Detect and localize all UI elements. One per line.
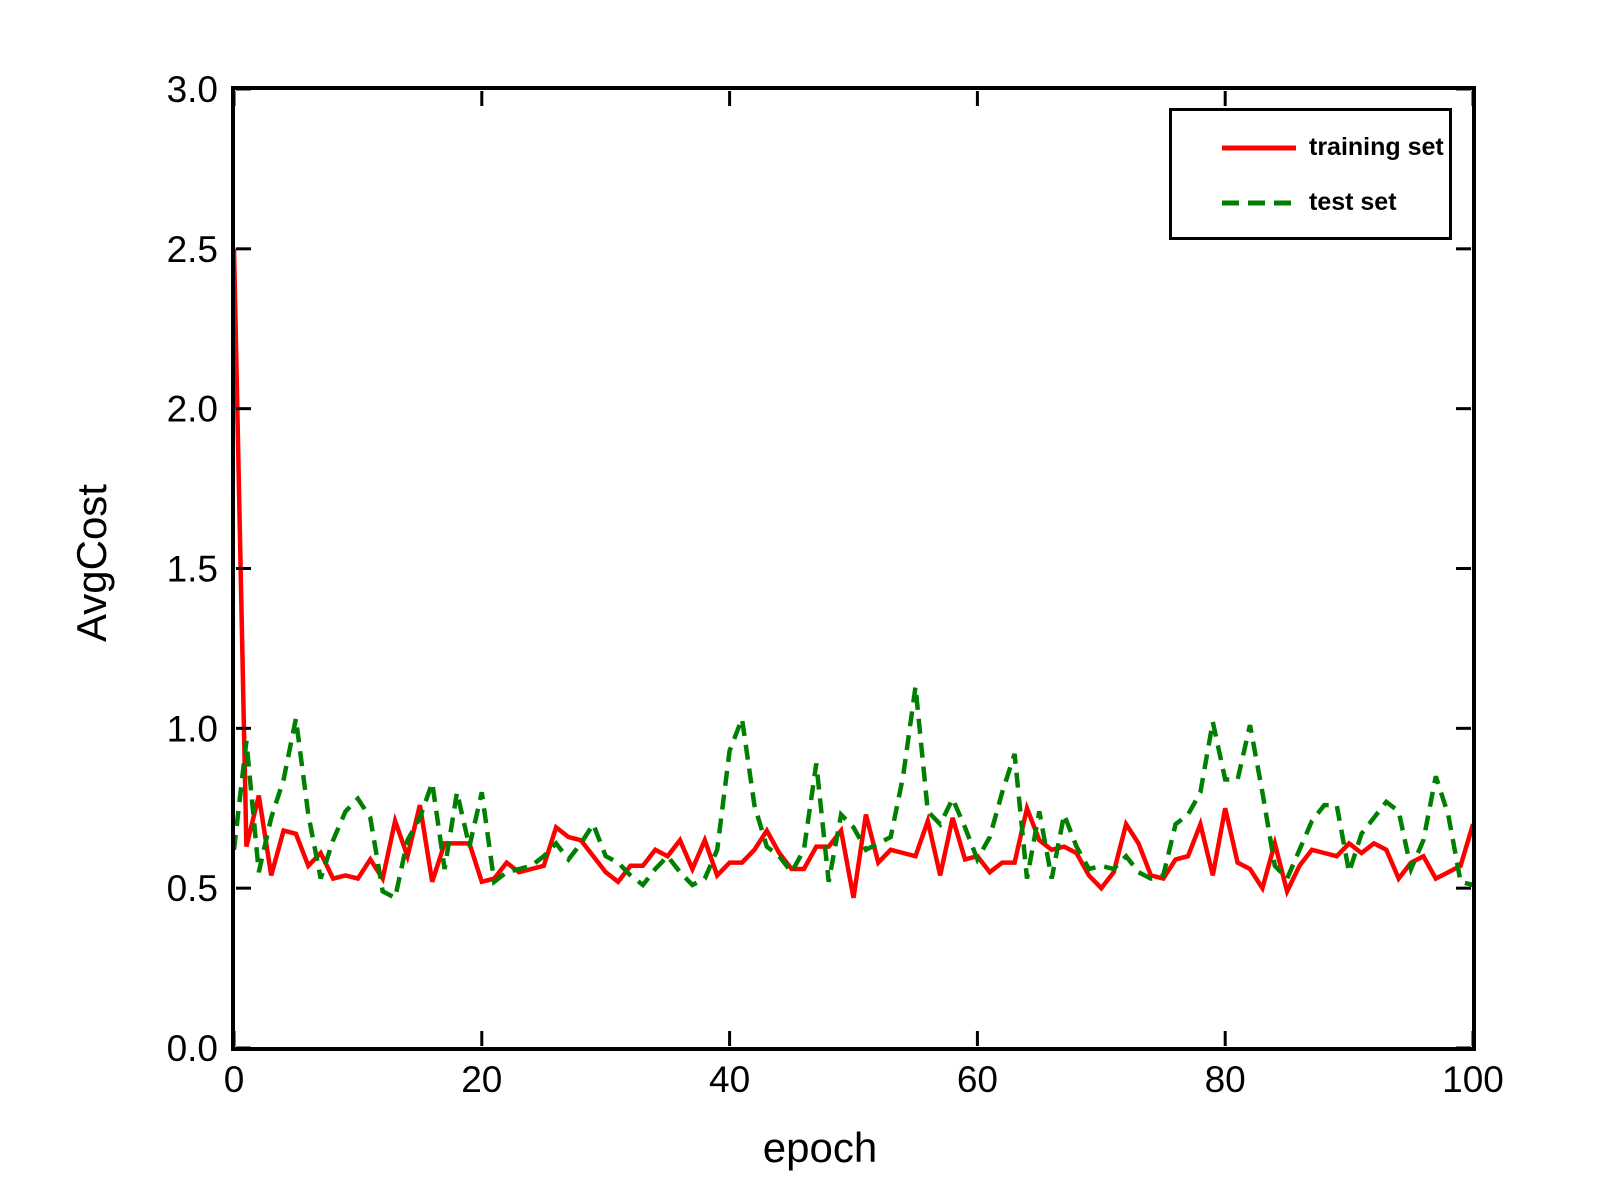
x-tick-label: 100 [1442, 1059, 1504, 1100]
y-tick-label: 2.5 [167, 229, 218, 270]
x-tick-label: 0 [224, 1059, 245, 1100]
x-axis-title: epoch [762, 1124, 878, 1171]
x-tick-label: 40 [709, 1059, 750, 1100]
legend-label-training-set: training set [1309, 133, 1444, 161]
plot-border [231, 86, 1476, 1051]
legend-label-test-set: test set [1309, 188, 1397, 216]
y-axis-title: AvgCost [68, 484, 115, 642]
training-series-line [234, 248, 1473, 899]
legend-item-training-set: training set [1222, 124, 1449, 171]
training-line-sample-icon [1222, 145, 1296, 150]
y-tick-label: 2.0 [167, 389, 218, 430]
x-tick-label: 60 [957, 1059, 998, 1100]
y-tick-label: 1.5 [167, 549, 218, 590]
x-tick-label: 20 [461, 1059, 502, 1100]
y-tick-label: 0.5 [167, 868, 218, 909]
legend-item-test-set: test set [1222, 179, 1449, 226]
x-tick-label: 80 [1205, 1059, 1246, 1100]
test-line-sample-icon [1222, 200, 1296, 205]
legend: training set test set [1169, 108, 1452, 240]
y-tick-label: 1.0 [167, 708, 218, 749]
test-series-line [234, 686, 1473, 902]
y-tick-label: 0.0 [167, 1028, 218, 1069]
y-tick-label: 3.0 [167, 69, 218, 110]
